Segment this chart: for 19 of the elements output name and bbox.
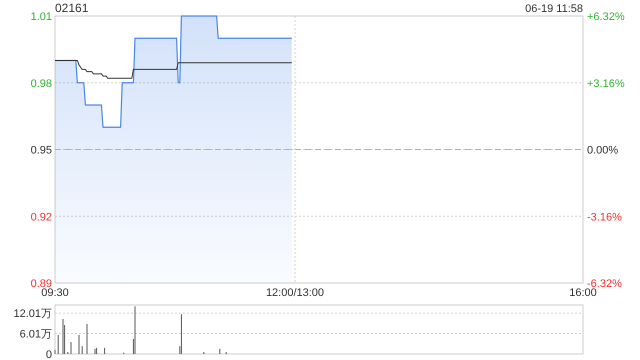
chart-title: 02161 [55, 1, 89, 15]
y-tick-label: 0.92 [30, 211, 52, 224]
y-tick-label: 6.01万 [20, 328, 52, 341]
y-tick-label: 0.98 [30, 78, 52, 90]
y2-tick-label: +3.16% [587, 78, 625, 90]
line-series [54, 60, 292, 79]
y2-tick-label: -6.32% [587, 278, 622, 290]
y2-tick-label: 0.00% [587, 144, 618, 156]
y-tick-label: 0 [46, 349, 52, 360]
y-tick-label: 0.89 [30, 278, 52, 290]
x-tick-label: 16:00 [569, 287, 597, 299]
y-tick-label: 1.01 [30, 11, 52, 23]
chart-subtitle: 06-19 11:58 [525, 3, 583, 15]
y2-tick-label: +6.32% [587, 11, 625, 23]
y-tick-label: 12.01万 [13, 308, 52, 320]
y-tick-label: 0.95 [30, 144, 52, 156]
x-tick-label: 12:00/13:00 [266, 287, 324, 299]
x-tick-label: 09:30 [41, 287, 69, 299]
y2-tick-label: -3.16% [587, 211, 622, 224]
